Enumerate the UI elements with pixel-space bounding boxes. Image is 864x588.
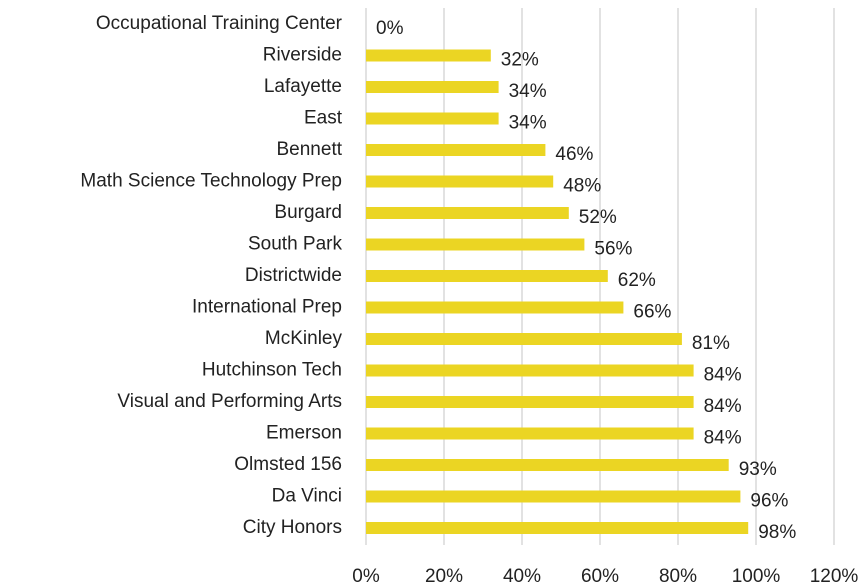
y-tick-label: City Honors bbox=[243, 517, 342, 538]
bar bbox=[366, 396, 694, 408]
data-label: 52% bbox=[579, 207, 617, 228]
y-tick-label: Occupational Training Center bbox=[96, 13, 343, 34]
y-tick-label: Olmsted 156 bbox=[234, 454, 342, 475]
y-tick-label: Emerson bbox=[266, 423, 342, 444]
bar bbox=[366, 522, 749, 534]
bar bbox=[366, 238, 585, 251]
bar bbox=[366, 333, 682, 345]
data-label: 84% bbox=[704, 396, 742, 417]
y-tick-label: Math Science Technology Prep bbox=[80, 171, 342, 192]
data-label: 34% bbox=[509, 81, 547, 102]
y-tick-label: Burgard bbox=[274, 202, 342, 223]
data-label: 84% bbox=[704, 428, 742, 449]
data-label: 84% bbox=[704, 365, 742, 386]
bar bbox=[366, 81, 499, 93]
y-tick-label: Bennett bbox=[277, 139, 343, 160]
bar bbox=[366, 270, 608, 282]
data-label: 62% bbox=[618, 270, 656, 291]
y-tick-label: McKinley bbox=[265, 328, 343, 349]
bar bbox=[366, 459, 729, 471]
x-tick-label: 80% bbox=[659, 566, 697, 587]
data-label: 98% bbox=[758, 522, 796, 543]
data-label: 46% bbox=[555, 144, 593, 165]
y-tick-label: Riverside bbox=[263, 45, 342, 66]
data-label: 48% bbox=[563, 176, 601, 197]
x-tick-label: 40% bbox=[503, 566, 541, 587]
y-tick-label: East bbox=[304, 108, 343, 129]
x-tick-label: 100% bbox=[732, 566, 781, 587]
x-tick-label: 0% bbox=[352, 566, 380, 587]
data-label: 81% bbox=[692, 333, 730, 354]
y-tick-label: South Park bbox=[248, 234, 342, 255]
y-tick-label: Lafayette bbox=[264, 76, 342, 97]
data-label: 66% bbox=[633, 302, 671, 323]
bar bbox=[366, 207, 569, 219]
y-tick-label: International Prep bbox=[192, 297, 342, 318]
data-label: 34% bbox=[509, 113, 547, 134]
bar bbox=[366, 112, 499, 125]
bar bbox=[366, 144, 546, 156]
y-tick-label: Visual and Performing Arts bbox=[117, 391, 342, 412]
data-label: 0% bbox=[376, 18, 404, 39]
bar bbox=[366, 301, 624, 314]
x-tick-label: 120% bbox=[810, 566, 859, 587]
data-label: 93% bbox=[739, 459, 777, 480]
data-label: 56% bbox=[594, 239, 632, 260]
bar bbox=[366, 364, 694, 377]
data-label: 96% bbox=[750, 491, 788, 512]
data-label: 32% bbox=[501, 50, 539, 71]
bar bbox=[366, 427, 694, 440]
bar bbox=[366, 49, 491, 62]
x-tick-label: 20% bbox=[425, 566, 463, 587]
bar bbox=[366, 175, 554, 188]
y-tick-label: Districtwide bbox=[245, 265, 342, 286]
bar bbox=[366, 490, 741, 503]
x-tick-label: 60% bbox=[581, 566, 619, 587]
y-tick-label: Da Vinci bbox=[272, 486, 342, 507]
y-tick-label: Hutchinson Tech bbox=[202, 360, 342, 381]
